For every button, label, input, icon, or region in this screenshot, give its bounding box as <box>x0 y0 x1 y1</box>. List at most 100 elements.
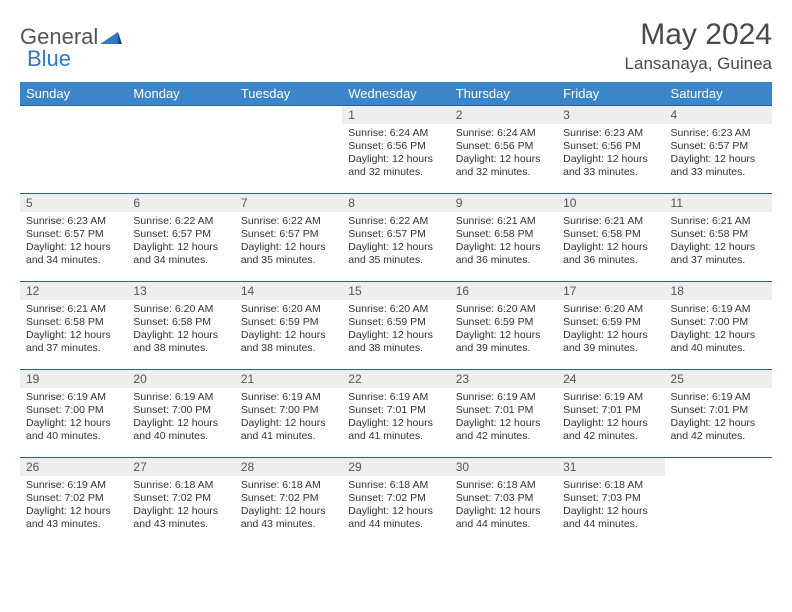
day-details: Sunrise: 6:20 AMSunset: 6:59 PMDaylight:… <box>235 300 342 360</box>
logo-text-blue: Blue <box>27 46 71 71</box>
day-details: Sunrise: 6:19 AMSunset: 7:01 PMDaylight:… <box>665 388 772 448</box>
day-number: 7 <box>235 194 342 212</box>
calendar-day-cell: 1Sunrise: 6:24 AMSunset: 6:56 PMDaylight… <box>342 106 449 194</box>
day-details: Sunrise: 6:24 AMSunset: 6:56 PMDaylight:… <box>342 124 449 184</box>
day-number: 16 <box>450 282 557 300</box>
day-number: 9 <box>450 194 557 212</box>
day-details: Sunrise: 6:19 AMSunset: 7:01 PMDaylight:… <box>450 388 557 448</box>
calendar-day-cell: . <box>665 458 772 546</box>
logo-text-blue-wrap: Blue <box>27 46 71 72</box>
day-number: 27 <box>127 458 234 476</box>
day-number: 17 <box>557 282 664 300</box>
calendar-day-cell: 30Sunrise: 6:18 AMSunset: 7:03 PMDayligh… <box>450 458 557 546</box>
month-title: May 2024 <box>625 18 772 52</box>
day-number: 2 <box>450 106 557 124</box>
calendar-day-cell: 29Sunrise: 6:18 AMSunset: 7:02 PMDayligh… <box>342 458 449 546</box>
calendar-day-cell: 22Sunrise: 6:19 AMSunset: 7:01 PMDayligh… <box>342 370 449 458</box>
day-of-week-header: Tuesday <box>235 82 342 106</box>
day-details: Sunrise: 6:18 AMSunset: 7:02 PMDaylight:… <box>127 476 234 536</box>
calendar-day-cell: 19Sunrise: 6:19 AMSunset: 7:00 PMDayligh… <box>20 370 127 458</box>
day-details: Sunrise: 6:19 AMSunset: 7:00 PMDaylight:… <box>127 388 234 448</box>
day-number: 3 <box>557 106 664 124</box>
day-details: Sunrise: 6:20 AMSunset: 6:59 PMDaylight:… <box>450 300 557 360</box>
day-number: 18 <box>665 282 772 300</box>
day-details: Sunrise: 6:20 AMSunset: 6:58 PMDaylight:… <box>127 300 234 360</box>
day-number: 25 <box>665 370 772 388</box>
calendar-week-row: 19Sunrise: 6:19 AMSunset: 7:00 PMDayligh… <box>20 370 772 458</box>
day-number: 20 <box>127 370 234 388</box>
calendar-day-cell: 27Sunrise: 6:18 AMSunset: 7:02 PMDayligh… <box>127 458 234 546</box>
day-number: 31 <box>557 458 664 476</box>
day-of-week-header: Thursday <box>450 82 557 106</box>
day-of-week-row: SundayMondayTuesdayWednesdayThursdayFrid… <box>20 82 772 106</box>
day-of-week-header: Sunday <box>20 82 127 106</box>
calendar-day-cell: 3Sunrise: 6:23 AMSunset: 6:56 PMDaylight… <box>557 106 664 194</box>
calendar-day-cell: . <box>20 106 127 194</box>
day-number: 29 <box>342 458 449 476</box>
calendar-day-cell: . <box>235 106 342 194</box>
day-number: 11 <box>665 194 772 212</box>
calendar-day-cell: 16Sunrise: 6:20 AMSunset: 6:59 PMDayligh… <box>450 282 557 370</box>
day-details: Sunrise: 6:19 AMSunset: 7:00 PMDaylight:… <box>235 388 342 448</box>
day-number: 10 <box>557 194 664 212</box>
day-number: 19 <box>20 370 127 388</box>
calendar-day-cell: 26Sunrise: 6:19 AMSunset: 7:02 PMDayligh… <box>20 458 127 546</box>
day-details: Sunrise: 6:23 AMSunset: 6:57 PMDaylight:… <box>20 212 127 272</box>
day-number: 5 <box>20 194 127 212</box>
calendar-day-cell: 12Sunrise: 6:21 AMSunset: 6:58 PMDayligh… <box>20 282 127 370</box>
calendar-week-row: 12Sunrise: 6:21 AMSunset: 6:58 PMDayligh… <box>20 282 772 370</box>
calendar-day-cell: 11Sunrise: 6:21 AMSunset: 6:58 PMDayligh… <box>665 194 772 282</box>
calendar-day-cell: 20Sunrise: 6:19 AMSunset: 7:00 PMDayligh… <box>127 370 234 458</box>
calendar-week-row: 26Sunrise: 6:19 AMSunset: 7:02 PMDayligh… <box>20 458 772 546</box>
day-details: Sunrise: 6:19 AMSunset: 7:00 PMDaylight:… <box>20 388 127 448</box>
day-details: Sunrise: 6:18 AMSunset: 7:03 PMDaylight:… <box>557 476 664 536</box>
day-details: Sunrise: 6:21 AMSunset: 6:58 PMDaylight:… <box>20 300 127 360</box>
day-details: Sunrise: 6:19 AMSunset: 7:01 PMDaylight:… <box>557 388 664 448</box>
day-number: 1 <box>342 106 449 124</box>
calendar-week-row: ...1Sunrise: 6:24 AMSunset: 6:56 PMDayli… <box>20 106 772 194</box>
calendar-day-cell: 31Sunrise: 6:18 AMSunset: 7:03 PMDayligh… <box>557 458 664 546</box>
calendar-table: SundayMondayTuesdayWednesdayThursdayFrid… <box>20 82 772 546</box>
day-details: Sunrise: 6:20 AMSunset: 6:59 PMDaylight:… <box>557 300 664 360</box>
calendar-day-cell: . <box>127 106 234 194</box>
day-number: 13 <box>127 282 234 300</box>
calendar-day-cell: 21Sunrise: 6:19 AMSunset: 7:00 PMDayligh… <box>235 370 342 458</box>
day-details: Sunrise: 6:21 AMSunset: 6:58 PMDaylight:… <box>665 212 772 272</box>
header: General May 2024 Lansanaya, Guinea <box>20 18 772 82</box>
day-number: 26 <box>20 458 127 476</box>
day-details: Sunrise: 6:21 AMSunset: 6:58 PMDaylight:… <box>450 212 557 272</box>
day-number: 14 <box>235 282 342 300</box>
calendar-day-cell: 24Sunrise: 6:19 AMSunset: 7:01 PMDayligh… <box>557 370 664 458</box>
day-number: 8 <box>342 194 449 212</box>
day-details: Sunrise: 6:22 AMSunset: 6:57 PMDaylight:… <box>342 212 449 272</box>
day-of-week-header: Monday <box>127 82 234 106</box>
calendar-day-cell: 25Sunrise: 6:19 AMSunset: 7:01 PMDayligh… <box>665 370 772 458</box>
day-details: Sunrise: 6:22 AMSunset: 6:57 PMDaylight:… <box>127 212 234 272</box>
day-number: 22 <box>342 370 449 388</box>
calendar-day-cell: 9Sunrise: 6:21 AMSunset: 6:58 PMDaylight… <box>450 194 557 282</box>
day-number: 6 <box>127 194 234 212</box>
day-number: 30 <box>450 458 557 476</box>
day-of-week-header: Wednesday <box>342 82 449 106</box>
calendar-day-cell: 2Sunrise: 6:24 AMSunset: 6:56 PMDaylight… <box>450 106 557 194</box>
day-details: Sunrise: 6:24 AMSunset: 6:56 PMDaylight:… <box>450 124 557 184</box>
day-number: 23 <box>450 370 557 388</box>
calendar-day-cell: 6Sunrise: 6:22 AMSunset: 6:57 PMDaylight… <box>127 194 234 282</box>
day-number: 24 <box>557 370 664 388</box>
calendar-day-cell: 18Sunrise: 6:19 AMSunset: 7:00 PMDayligh… <box>665 282 772 370</box>
logo-triangle-icon <box>100 30 122 44</box>
day-details: Sunrise: 6:23 AMSunset: 6:57 PMDaylight:… <box>665 124 772 184</box>
location-label: Lansanaya, Guinea <box>625 54 772 74</box>
calendar-day-cell: 10Sunrise: 6:21 AMSunset: 6:58 PMDayligh… <box>557 194 664 282</box>
day-number: 21 <box>235 370 342 388</box>
day-number: 4 <box>665 106 772 124</box>
calendar-day-cell: 5Sunrise: 6:23 AMSunset: 6:57 PMDaylight… <box>20 194 127 282</box>
day-details: Sunrise: 6:23 AMSunset: 6:56 PMDaylight:… <box>557 124 664 184</box>
day-number: 15 <box>342 282 449 300</box>
calendar-day-cell: 17Sunrise: 6:20 AMSunset: 6:59 PMDayligh… <box>557 282 664 370</box>
day-of-week-header: Friday <box>557 82 664 106</box>
day-details: Sunrise: 6:18 AMSunset: 7:03 PMDaylight:… <box>450 476 557 536</box>
day-details: Sunrise: 6:19 AMSunset: 7:02 PMDaylight:… <box>20 476 127 536</box>
calendar-day-cell: 8Sunrise: 6:22 AMSunset: 6:57 PMDaylight… <box>342 194 449 282</box>
calendar-day-cell: 13Sunrise: 6:20 AMSunset: 6:58 PMDayligh… <box>127 282 234 370</box>
